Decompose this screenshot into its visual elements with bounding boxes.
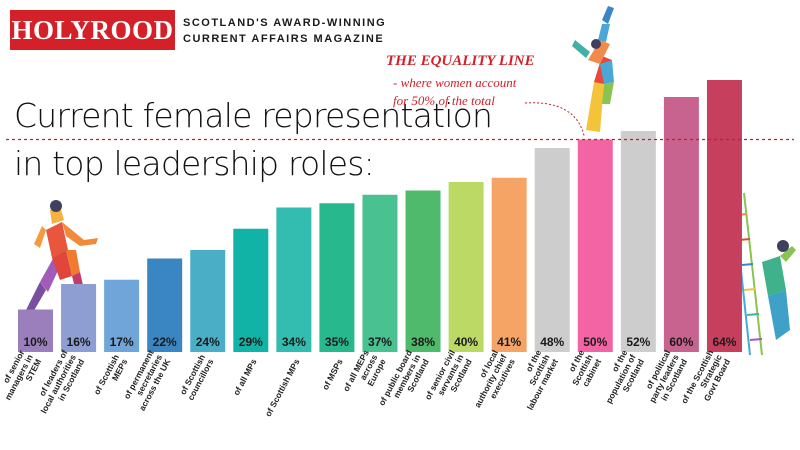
- bar-2: [61, 284, 97, 352]
- chart-title-line-2: in top leadership roles:: [14, 144, 375, 183]
- tagline-line-1: SCOTLAND'S AWARD-WINNING: [183, 17, 387, 29]
- category-label-7: of Scottish MPs: [263, 357, 302, 418]
- bar-9: [362, 194, 398, 352]
- bar-16: [663, 97, 699, 352]
- bar-value-label-14: 50%: [583, 335, 607, 349]
- ladder-figure-right: [732, 192, 796, 356]
- bar-5: [190, 250, 226, 352]
- category-label-5: of Scottishcouncillors: [177, 353, 216, 402]
- bar-value-label-9: 37%: [368, 335, 392, 349]
- bar-1: [18, 309, 53, 352]
- equality-line-description: - where women account for 50% of the tot…: [393, 74, 516, 110]
- equality-line-arrow: [524, 102, 585, 136]
- bar-value-label-5: 24%: [196, 335, 220, 349]
- bar-value-label-13: 48%: [540, 335, 564, 349]
- bar-7: [276, 207, 312, 352]
- bar-14: [577, 139, 613, 352]
- bar-11: [448, 182, 484, 352]
- bar-value-label-3: 17%: [110, 335, 134, 349]
- bar-17: [706, 80, 742, 352]
- category-label-15: of thepopulation ofScotland: [595, 348, 646, 409]
- bar-8: [319, 203, 355, 352]
- category-label-6: of all MPs: [231, 357, 259, 397]
- category-label-14: of theScottishcabinet: [562, 348, 603, 391]
- bars-group: 10% 16% 17% 22% 24% 29% 34% 35% 37% 38% 40% 41% 48% 5…: [18, 80, 742, 352]
- bar-value-label-16: 60%: [669, 335, 693, 349]
- bar-13: [534, 148, 570, 352]
- bar-4: [147, 258, 183, 352]
- category-label-17: of the ScottishStrategicGovt Board: [679, 348, 732, 414]
- holyrood-logo: HOLYROOD: [10, 10, 175, 50]
- bar-12: [491, 177, 527, 352]
- category-label-13: of theScottishlabour market: [508, 348, 560, 411]
- bar-value-label-1: 10%: [23, 335, 47, 349]
- bar-15: [620, 131, 656, 352]
- magazine-tagline: SCOTLAND'S AWARD-WINNING CURRENT AFFAIRS…: [183, 15, 386, 47]
- equality-line-heading: THE EQUALITY LINE: [386, 53, 535, 69]
- bar-6: [233, 228, 269, 352]
- bar-value-label-10: 38%: [411, 335, 435, 349]
- category-label-2: of leaders oflocal authoritiesin Scotlan…: [30, 348, 86, 419]
- bar-value-label-11: 40%: [454, 335, 478, 349]
- bar-value-label-17: 64%: [712, 335, 736, 349]
- chart-title-line-1: Current female representation: [14, 96, 493, 135]
- bar-value-label-15: 52%: [626, 335, 650, 349]
- figure-on-cabinet-bar: [572, 6, 614, 132]
- equality-line-description-2: for 50% of the total: [393, 93, 495, 108]
- bar-value-label-4: 22%: [153, 335, 177, 349]
- category-label-11: of senior civilservants inScotland: [423, 348, 474, 410]
- chart-title: Current female representation in top lea…: [14, 92, 493, 188]
- bar-value-label-12: 41%: [497, 335, 521, 349]
- category-label-10: of public boardmembers inScotland: [376, 348, 430, 416]
- category-label-1: of seniormanagers inSTEM: [0, 348, 44, 406]
- bar-value-label-7: 34%: [282, 335, 306, 349]
- bar-3: [104, 279, 140, 352]
- equality-line-description-1: - where women account: [393, 75, 517, 90]
- bar-value-label-2: 16%: [67, 335, 91, 349]
- bar-10: [405, 190, 441, 352]
- tagline-line-2: CURRENT AFFAIRS MAGAZINE: [183, 33, 385, 45]
- category-label-4: of permanentsecretariesacross the UK: [120, 348, 173, 413]
- bar-value-label-6: 29%: [239, 335, 263, 349]
- bar-value-label-8: 35%: [325, 335, 349, 349]
- category-label-12: of localauthority chiefexecutives: [464, 348, 517, 414]
- climber-figure-left: [26, 200, 98, 314]
